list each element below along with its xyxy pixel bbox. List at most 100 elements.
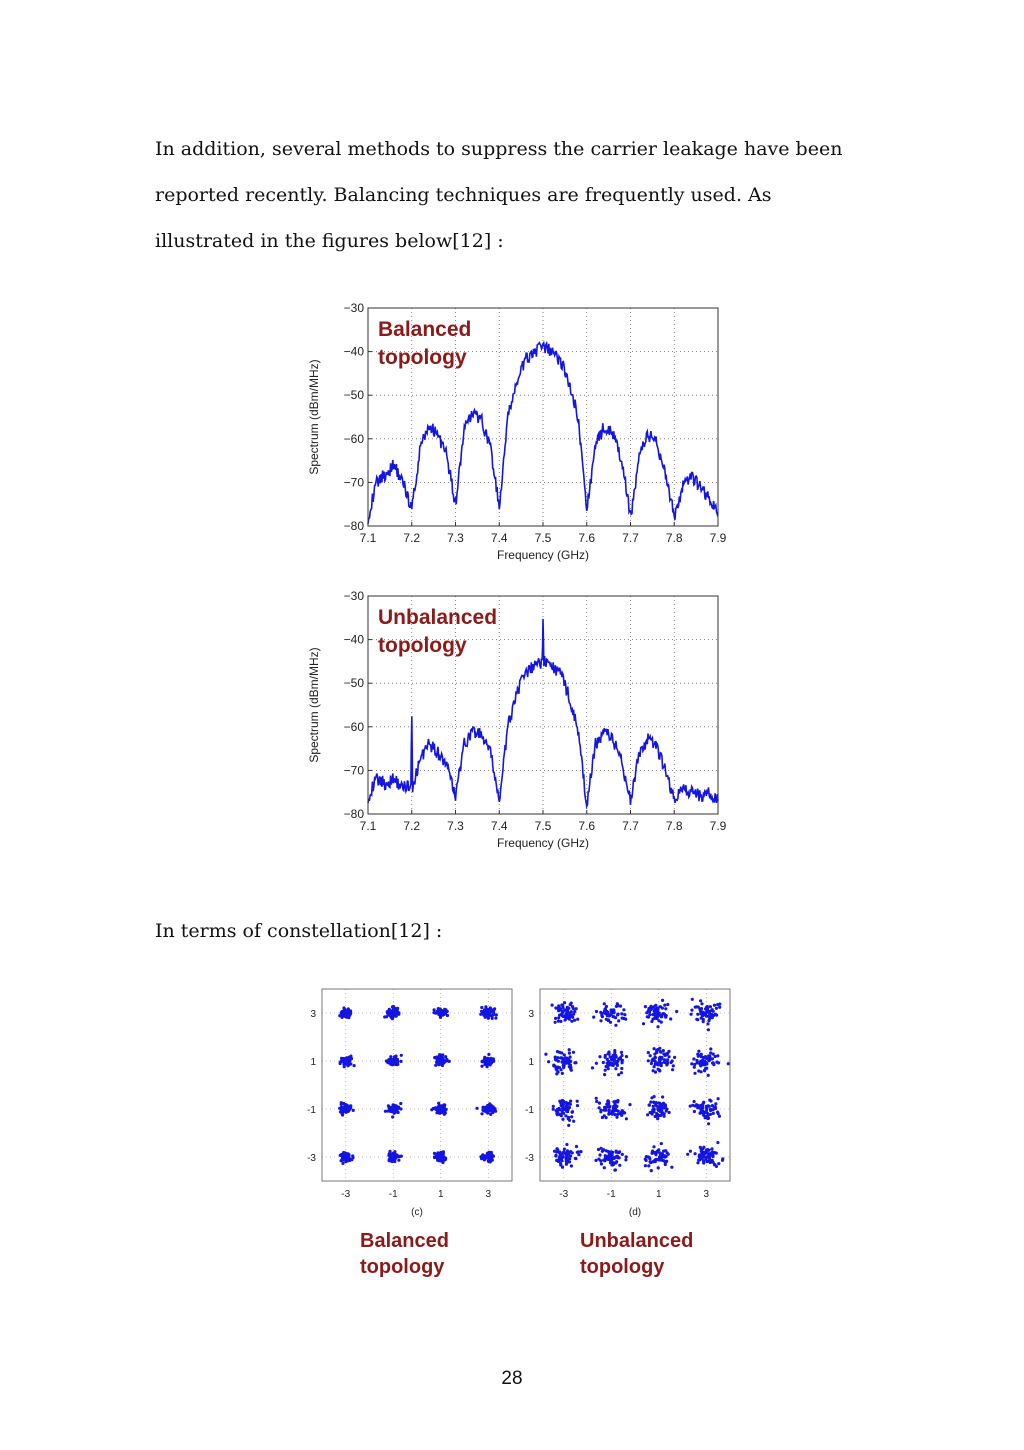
balanced-const-symbol-point (486, 1110, 490, 1114)
unbalanced-const-symbol-point (655, 1050, 659, 1055)
unbalanced-const-symbol-point (567, 1160, 572, 1164)
unbalanced-const-symbol-point (556, 1159, 560, 1163)
unbalanced-const-symbol-point (705, 1111, 709, 1115)
unbalanced-const-symbol-point (658, 1050, 662, 1054)
unbalanced-const-symbol-point (566, 1150, 570, 1154)
balanced-const-symbol-point (342, 1012, 347, 1016)
unbalanced-const-symbol-point (618, 1150, 622, 1154)
unbalanced-annotation-1: Unbalanced (378, 606, 497, 629)
balanced-const-symbol-point (341, 1153, 345, 1157)
unbalanced-const-symbol-point (697, 1049, 701, 1053)
unbalanced-const-symbol-point (692, 1057, 696, 1061)
balanced-const-symbol-point (444, 1008, 448, 1012)
unbalanced-const-symbol-point (563, 1001, 567, 1005)
unbalanced-const-symbol-point (666, 1152, 670, 1156)
unbalanced-const-symbol-point (614, 1149, 618, 1153)
balanced-const-tick-label-x: -3 (341, 1189, 350, 1200)
unbalanced-tick-label-x: 7.9 (710, 819, 727, 833)
unbalanced-const-symbol-point (608, 1020, 613, 1024)
unbalanced-const-symbol-point (654, 1103, 658, 1107)
unbalanced-const-symbol-point (612, 1062, 616, 1066)
unbalanced-const-symbol-point (714, 1006, 718, 1010)
unbalanced-const-symbol-point (617, 1019, 621, 1023)
unbalanced-const-symbol-point (565, 1109, 569, 1113)
unbalanced-const-symbol-point (615, 1104, 619, 1108)
unbalanced-const-symbol-point (718, 1002, 722, 1006)
unbalanced-const-symbol-point (688, 1149, 692, 1153)
unbalanced-const-symbol-point (606, 1052, 610, 1056)
unbalanced-const-symbol-point (662, 1052, 666, 1056)
balanced-const-symbol-point (339, 1011, 343, 1015)
balanced-const-symbol-point (351, 1108, 355, 1112)
unbalanced-const-symbol-point (696, 1018, 700, 1022)
balanced-constellation-chart: -3 -1 1 3 3 1 -1 -3 (c) (307, 988, 513, 1218)
unbalanced-const-symbol-point (620, 1061, 624, 1065)
unbalanced-const-tick-label-y: 3 (528, 1009, 534, 1020)
unbalanced-const-symbol-point (609, 1012, 613, 1017)
unbalanced-const-symbol-point (705, 1062, 709, 1066)
unbalanced-const-symbol-point (607, 1112, 611, 1116)
unbalanced-const-symbol-point (611, 1161, 615, 1165)
unbalanced-const-symbol-point (693, 1062, 697, 1067)
unbalanced-const-symbol-point (604, 1149, 608, 1153)
unbalanced-const-symbol-point (699, 1109, 704, 1113)
unbalanced-const-symbol-point (618, 1163, 622, 1167)
balanced-const-tick-label-y: 3 (310, 1009, 316, 1020)
balanced-const-symbol-point (480, 1005, 484, 1010)
unbalanced-const-symbol-point (644, 1155, 648, 1159)
balanced-const-symbol-point (444, 1055, 448, 1059)
unbalanced-const-symbol-point (605, 1057, 609, 1061)
unbalanced-const-symbol-point (622, 1008, 626, 1012)
balanced-const-symbol-point (475, 1106, 479, 1110)
balanced-tick-label-x: 7.6 (578, 531, 595, 545)
unbalanced-const-symbol-point (650, 1151, 654, 1155)
balanced-const-symbol-point (399, 1107, 403, 1111)
unbalanced-const-symbol-point (614, 1004, 618, 1008)
balanced-spectrum-chart: 7.1 7.2 7.3 7.4 7.5 7.6 7.7 7.8 7.9 −30 −40 −50 −60 −… (307, 301, 727, 562)
balanced-const-symbol-point (399, 1059, 403, 1063)
unbalanced-const-symbol-point (666, 1002, 670, 1007)
unbalanced-const-symbol-point (663, 1159, 667, 1164)
unbalanced-const-symbol-point (599, 1108, 603, 1112)
unbalanced-const-symbol-point (570, 1019, 574, 1023)
unbalanced-const-symbol-point (565, 1011, 569, 1015)
balanced-const-symbol-point (394, 1012, 399, 1016)
unbalanced-const-symbol-point (557, 1156, 561, 1160)
unbalanced-const-symbol-point (562, 1107, 566, 1111)
unbalanced-const-symbol-point (554, 1153, 558, 1157)
unbalanced-const-plot-frame (539, 988, 731, 1182)
unbalanced-const-symbol-point (701, 1106, 705, 1110)
unbalanced-const-symbol-point (646, 1059, 650, 1063)
unbalanced-const-symbol-point (560, 1071, 564, 1075)
unbalanced-const-symbol-point (709, 1047, 713, 1051)
balanced-const-symbol-point (338, 1061, 342, 1066)
unbalanced-const-symbol-point (570, 1110, 574, 1114)
unbalanced-const-symbol-point (598, 1153, 602, 1157)
balanced-const-symbol-point (342, 1065, 346, 1069)
unbalanced-const-symbol-point (663, 1162, 667, 1167)
unbalanced-const-symbol-point (652, 1100, 656, 1104)
unbalanced-const-symbol-point (707, 1054, 711, 1058)
balanced-tick-label-y: −50 (344, 388, 365, 402)
unbalanced-const-symbol-point (645, 1015, 649, 1019)
unbalanced-const-symbol-point (599, 1010, 603, 1014)
unbalanced-const-symbol-point (671, 1064, 675, 1068)
unbalanced-const-symbol-point (646, 1113, 650, 1117)
unbalanced-const-symbol-point (712, 1063, 716, 1067)
unbalanced-const-symbol-point (707, 1010, 712, 1014)
unbalanced-const-symbol-point (553, 1055, 557, 1059)
unbalanced-const-symbol-point (704, 1157, 708, 1161)
unbalanced-const-symbol-point (572, 1119, 576, 1123)
unbalanced-const-symbol-point (560, 1101, 564, 1105)
unbalanced-const-symbol-point (659, 1061, 663, 1065)
unbalanced-const-symbol-point (577, 1153, 581, 1157)
unbalanced-const-symbol-point (570, 1115, 574, 1119)
unbalanced-const-symbol-point (715, 1013, 719, 1017)
unbalanced-const-symbol-point (594, 1158, 598, 1162)
unbalanced-const-symbol-point (559, 1019, 563, 1023)
unbalanced-const-symbol-point (700, 1062, 704, 1066)
unbalanced-const-symbol-point (628, 1103, 632, 1107)
unbalanced-const-symbol-point (709, 1013, 713, 1017)
unbalanced-const-symbol-point (561, 1010, 565, 1014)
unbalanced-const-symbol-point (555, 1050, 560, 1054)
